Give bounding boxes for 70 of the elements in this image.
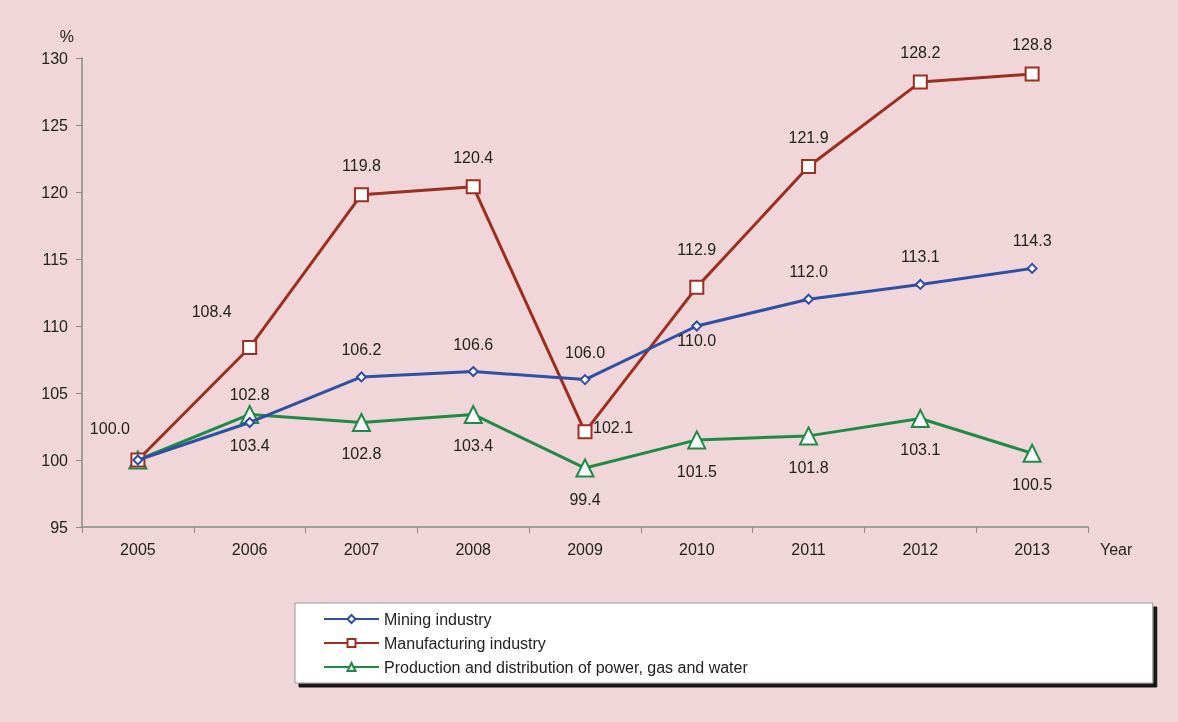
data-label: 103.4 xyxy=(229,437,270,455)
data-label: 100.5 xyxy=(1012,476,1053,494)
point xyxy=(910,408,930,428)
y-tick-label: 130 xyxy=(41,49,69,67)
point xyxy=(355,371,367,383)
y-tick-label: 95 xyxy=(50,518,69,536)
data-label: 110.0 xyxy=(677,332,717,349)
x-tick-label: 2013 xyxy=(1014,540,1051,558)
y-tick-label: 115 xyxy=(42,250,69,268)
point xyxy=(463,404,483,424)
data-label: 103.1 xyxy=(900,441,941,459)
point xyxy=(691,320,703,332)
point xyxy=(799,426,819,446)
legend-label: Production and distribution of power, gas and water xyxy=(384,658,749,676)
point xyxy=(803,293,815,305)
point xyxy=(244,416,256,428)
y-axis-title: % xyxy=(59,27,74,45)
data-label: 121.9 xyxy=(788,128,829,146)
data-label: 101.8 xyxy=(788,458,829,476)
point xyxy=(1024,66,1040,82)
point xyxy=(351,412,371,432)
x-tick-label: 2009 xyxy=(567,540,603,558)
x-tick-label: 2005 xyxy=(120,540,156,558)
data-label: 106.2 xyxy=(341,340,382,358)
data-label: 108.4 xyxy=(191,303,232,321)
data-label: 102.1 xyxy=(592,418,634,436)
point xyxy=(353,187,369,203)
legend-label: Mining industry xyxy=(384,610,492,628)
data-label: 101.5 xyxy=(676,462,717,480)
point xyxy=(467,366,479,378)
y-tick-label: 105 xyxy=(41,384,69,402)
x-tick-label: 2007 xyxy=(343,540,380,558)
point xyxy=(579,374,591,386)
data-label: 100.0 xyxy=(89,420,131,437)
point xyxy=(242,339,258,355)
point xyxy=(689,279,705,295)
point xyxy=(914,278,926,290)
data-label: 106.6 xyxy=(453,335,494,353)
x-tick-label: 2011 xyxy=(791,540,826,558)
y-tick-label: 100 xyxy=(41,451,69,469)
legend-label: Manufacturing industry xyxy=(384,634,546,652)
data-label: 112.0 xyxy=(789,263,829,281)
data-label: 113.1 xyxy=(900,248,940,266)
x-tick-label: 2010 xyxy=(678,540,715,558)
data-label: 102.8 xyxy=(229,386,270,404)
x-tick-label: 2012 xyxy=(902,540,939,558)
data-label: 114.3 xyxy=(1012,232,1052,250)
point xyxy=(1022,443,1042,463)
y-tick-label: 110 xyxy=(42,317,69,335)
data-label: 102.8 xyxy=(341,445,382,463)
x-tick-label: 2006 xyxy=(231,540,268,558)
y-tick-label: 125 xyxy=(41,116,69,134)
data-label: 119.8 xyxy=(342,156,381,174)
data-label: 106.0 xyxy=(564,343,606,361)
point xyxy=(465,179,481,195)
point xyxy=(687,430,707,450)
point xyxy=(912,74,928,90)
data-label: 103.4 xyxy=(453,437,494,455)
point xyxy=(575,458,595,478)
point xyxy=(1026,262,1038,274)
y-tick-label: 120 xyxy=(41,183,69,201)
data-label: 128.2 xyxy=(900,44,941,62)
point xyxy=(801,159,817,175)
x-tick-label: 2008 xyxy=(455,540,492,558)
point xyxy=(577,424,593,440)
x-axis-title: Year xyxy=(1100,540,1133,558)
data-label: 112.9 xyxy=(677,241,717,259)
data-label: 99.4 xyxy=(569,491,601,509)
data-label: 120.4 xyxy=(453,148,494,166)
data-label: 128.8 xyxy=(1012,36,1053,54)
